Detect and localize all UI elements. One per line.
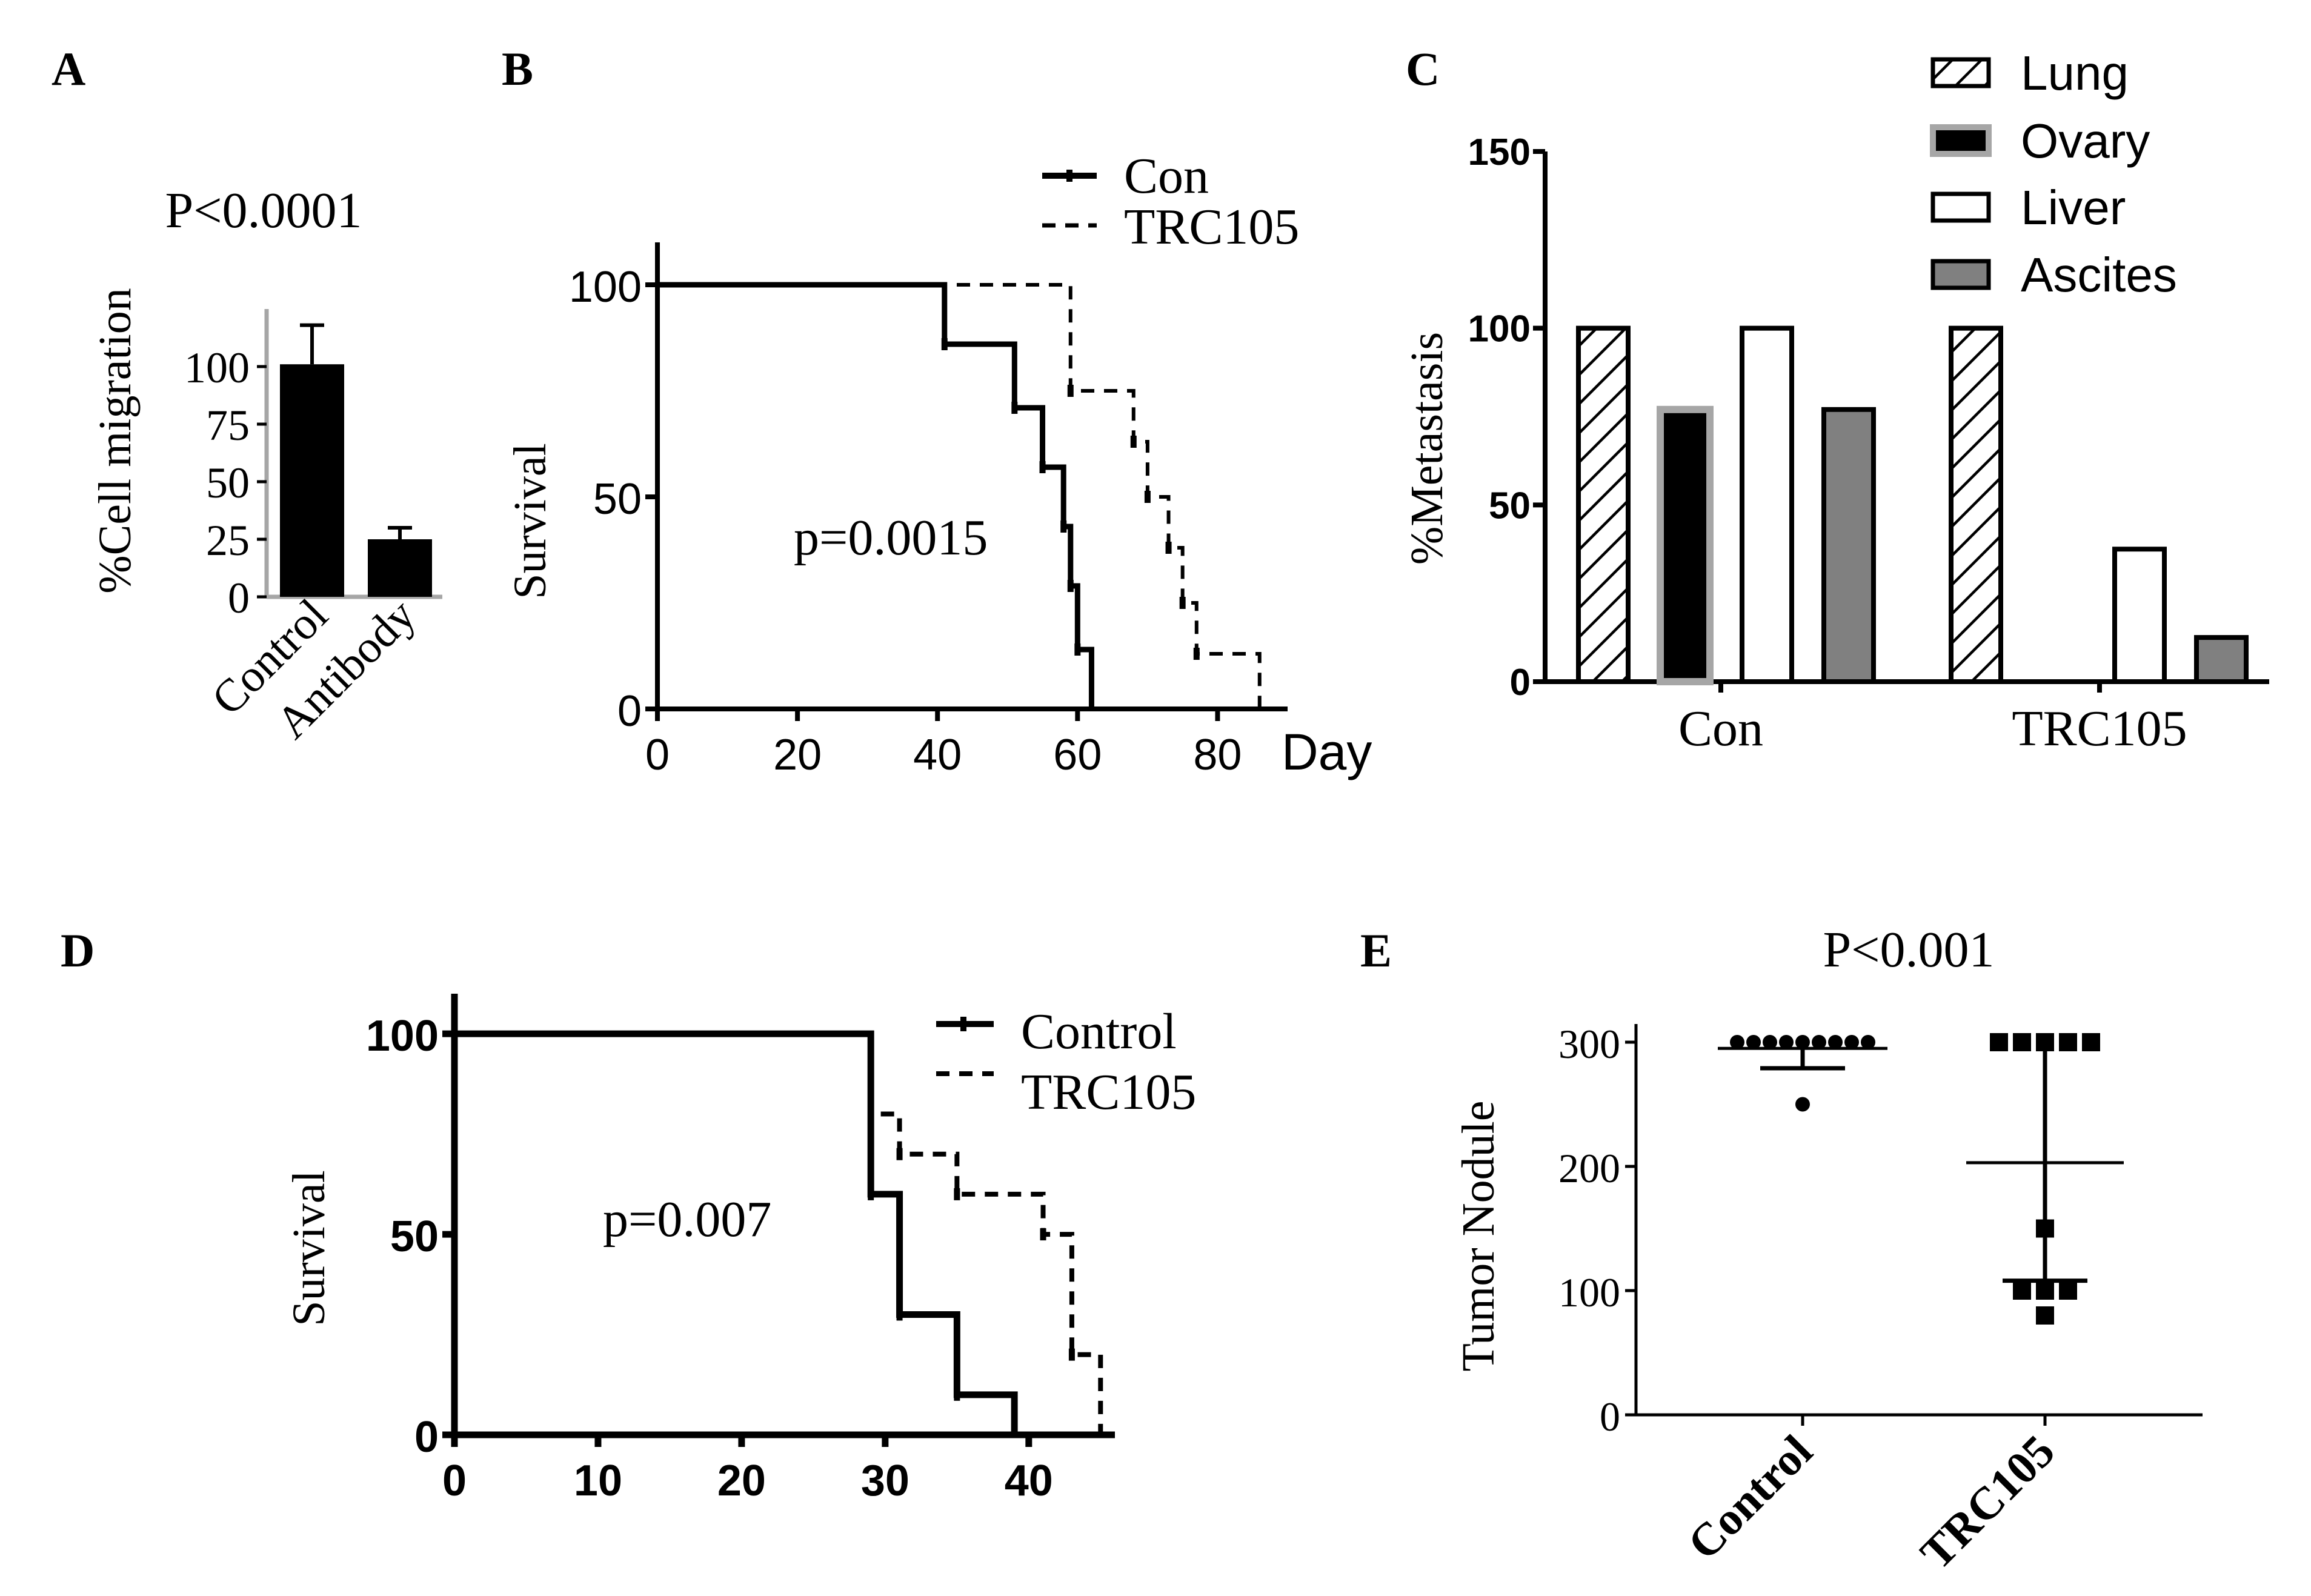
panel-c-legend-swatch-ovary xyxy=(1930,124,1992,157)
panel-c-legend-label-ovary: Ovary xyxy=(2021,114,2150,168)
panel-e-point-trc105 xyxy=(2036,1306,2054,1325)
panel-e-point-control xyxy=(1795,1035,1810,1049)
panel-c-legend-label-lung: Lung xyxy=(2021,46,2129,100)
panel-c-legend-label-ascites: Ascites xyxy=(2021,248,2177,302)
panel-b-x-tick-label: 40 xyxy=(913,731,962,779)
panel-d-y-axis-label: Survival xyxy=(284,1170,334,1326)
panel-e-point-trc105 xyxy=(2082,1033,2100,1051)
panel-e-point-trc105 xyxy=(2036,1219,2054,1238)
panel-e-point-trc105 xyxy=(2059,1033,2077,1051)
panel-e-point-trc105 xyxy=(2013,1033,2031,1051)
panel-a-y-tick-label: 25 xyxy=(206,516,250,565)
panel-b-y-tick-label: 100 xyxy=(569,263,642,311)
panel-b-series-trc105 xyxy=(657,283,1262,709)
panel-a-bar-antibody xyxy=(368,539,432,597)
panel-e-point-control xyxy=(1812,1035,1826,1049)
panel-e-tumor-nodule-scatter: P<0.001 0 100 200 300 Tumor Nodule Control TRC1… xyxy=(1453,922,2203,1579)
panel-a-y-axis-label: %Cell migration xyxy=(90,288,141,593)
panel-c-legend-swatch-lung xyxy=(1930,57,1991,88)
panel-c-legend-label-liver: Liver xyxy=(2021,181,2126,234)
panel-e-y-tick-label: 200 xyxy=(1558,1145,1620,1191)
panel-d-legend-label-trc105: TRC105 xyxy=(1021,1064,1196,1120)
panel-d-y-tick-label: 0 xyxy=(414,1413,439,1461)
panel-d-legend-label-control: Control xyxy=(1021,1003,1177,1060)
panel-letter-e: E xyxy=(1360,924,1392,977)
panel-d-x-tick-label: 0 xyxy=(442,1457,467,1505)
panel-e-title: P<0.001 xyxy=(1823,922,1994,978)
panel-d-x-tick-label: 30 xyxy=(861,1457,909,1505)
panel-e-point-trc105 xyxy=(2013,1282,2031,1300)
panel-d-y-tick-label: 50 xyxy=(390,1212,439,1261)
panel-b-survival-plot: 0 50 100 0 20 40 60 80 Day Survival p=0.0015 ConTRC… xyxy=(505,148,1372,780)
panel-b-p-value: p=0.0015 xyxy=(794,510,988,566)
panel-a-bar-control xyxy=(280,364,344,597)
panel-b-x-tick-label: 20 xyxy=(773,731,822,779)
panel-a-y-tick-label: 0 xyxy=(228,574,250,622)
panel-e-point-control xyxy=(1828,1035,1843,1049)
panel-e-point-control xyxy=(1779,1035,1794,1049)
panel-b-x-tick-label: 60 xyxy=(1053,731,1102,779)
panel-c-category-label: TRC105 xyxy=(2012,700,2187,757)
panel-e-point-trc105 xyxy=(2036,1033,2054,1051)
panel-c-metastasis-bar-chart: 0 50 100 150 %Metastasis Con TRC105 Lung Ovary Li… xyxy=(1402,46,2269,757)
panel-e-point-control xyxy=(1861,1035,1875,1049)
panel-e-y-tick-label: 0 xyxy=(1600,1394,1620,1440)
panel-b-y-tick-label: 50 xyxy=(593,475,642,524)
panel-c-bar-con-ascites xyxy=(1821,407,1876,684)
panel-letter-c: C xyxy=(1406,42,1440,95)
panel-b-legend-label-trc105: TRC105 xyxy=(1124,199,1299,255)
panel-d-survival-plot: 0 50 100 0 10 20 30 40 Survival p=0.007 ControlTRC… xyxy=(284,994,1196,1505)
panel-a-y-tick-label: 100 xyxy=(184,344,250,392)
panel-a-migration-bar-chart: P<0.0001%Cell migration0255075100Control… xyxy=(90,182,442,748)
panel-c-legend-swatch-liver xyxy=(1930,191,1991,223)
panel-d-series-trc105 xyxy=(454,1031,1103,1435)
panel-b-series-con xyxy=(657,282,1094,709)
panel-d-x-tick-label: 10 xyxy=(574,1457,622,1505)
panel-b-x-tick-label: 0 xyxy=(645,731,670,779)
panel-c-y-tick-label: 0 xyxy=(1510,662,1531,703)
panel-e-point-control xyxy=(1746,1035,1761,1049)
panel-c-y-tick-label: 150 xyxy=(1468,131,1531,173)
panel-letter-b: B xyxy=(502,42,533,95)
panel-e-point-trc105 xyxy=(2059,1282,2077,1300)
panel-b-legend-label-con: Con xyxy=(1124,148,1209,204)
panel-e-category-label: Control xyxy=(1678,1426,1822,1570)
panel-c-bar-trc105-lung xyxy=(1949,325,2003,684)
panel-e-point-control xyxy=(1795,1097,1810,1112)
panel-c-y-tick-label: 100 xyxy=(1468,308,1531,350)
panel-c-bar-con-lung xyxy=(1576,325,1631,684)
panel-e-point-control xyxy=(1844,1035,1859,1049)
panel-c-y-axis-label: %Metastasis xyxy=(1402,332,1452,565)
panel-a-y-tick-label: 75 xyxy=(206,401,250,450)
panel-e-point-trc105 xyxy=(2036,1282,2054,1300)
panel-d-x-tick-label: 20 xyxy=(717,1457,766,1505)
panel-a-y-tick-label: 50 xyxy=(206,459,250,507)
panel-c-bar-con-ovary xyxy=(1657,405,1714,685)
panel-a-title: P<0.0001 xyxy=(165,182,362,239)
panel-c-category-label: Con xyxy=(1678,700,1763,757)
panel-e-y-axis-label: Tumor Nodule xyxy=(1453,1101,1504,1372)
panel-e-point-control xyxy=(1763,1035,1777,1049)
panel-e-point-trc105 xyxy=(1990,1033,2008,1051)
panel-b-y-tick-label: 0 xyxy=(617,687,642,736)
panel-c-bar-trc105-liver xyxy=(2112,547,2167,684)
panel-e-point-control xyxy=(1730,1035,1744,1049)
panel-c-legend-swatch-ascites xyxy=(1930,259,1991,290)
panel-letter-d: D xyxy=(61,924,95,977)
panel-letter-a: A xyxy=(52,42,85,95)
panel-c-bar-con-liver xyxy=(1740,325,1794,684)
panel-e-y-tick-label: 100 xyxy=(1558,1269,1620,1315)
panel-b-x-tick-label: 80 xyxy=(1193,731,1242,779)
panel-e-y-tick-label: 300 xyxy=(1558,1021,1620,1067)
panel-b-y-axis-label: Survival xyxy=(505,443,556,599)
panel-c-bar-trc105-ascites xyxy=(2194,635,2249,685)
panel-b-x-axis-label: Day xyxy=(1282,723,1372,780)
panel-c-y-tick-label: 50 xyxy=(1489,485,1531,527)
panel-d-p-value: p=0.007 xyxy=(603,1191,771,1248)
panel-e-category-label: TRC105 xyxy=(1911,1426,2064,1579)
panel-d-x-tick-label: 40 xyxy=(1005,1457,1053,1505)
panel-d-y-tick-label: 100 xyxy=(366,1012,439,1060)
